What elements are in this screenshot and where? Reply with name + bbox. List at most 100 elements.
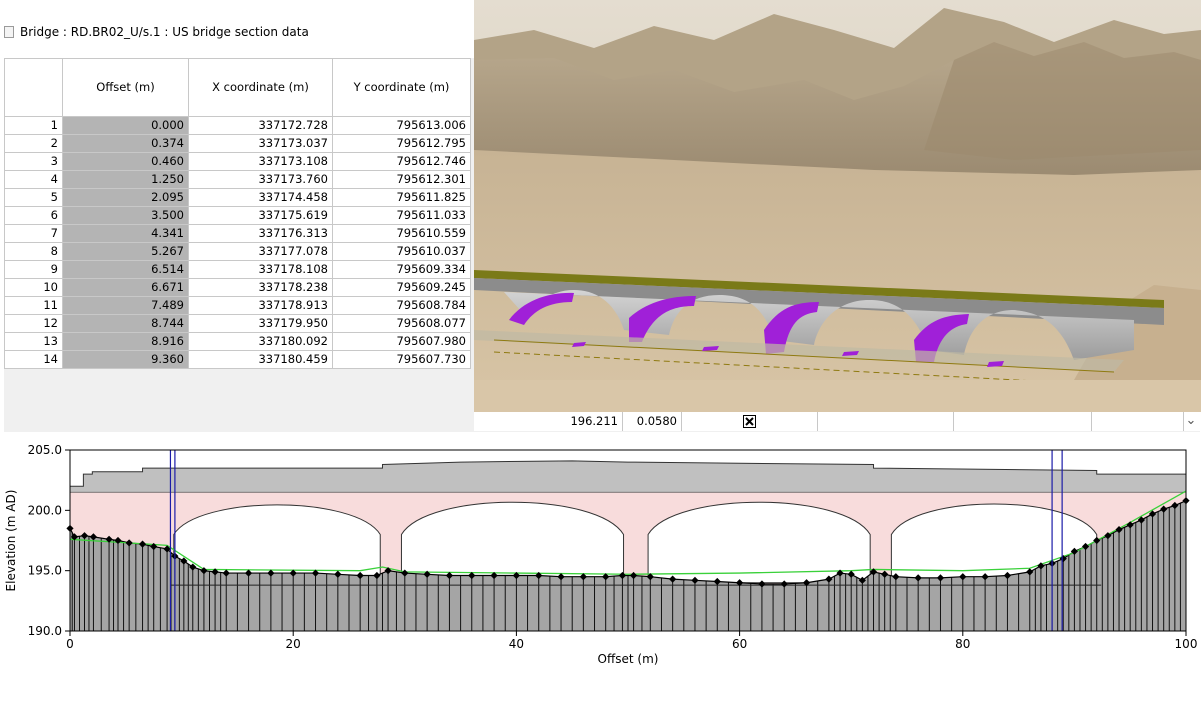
offset-cell[interactable]: 0.460	[62, 152, 189, 171]
row-index-cell[interactable]: 12	[4, 314, 63, 333]
ground-point-marker	[512, 571, 520, 580]
row-index-cell[interactable]: 8	[4, 242, 63, 261]
row-index-cell[interactable]: 6	[4, 206, 63, 225]
y-coordinate-cell[interactable]: 795612.746	[332, 152, 471, 171]
table-row[interactable]: 9 6.514 337178.108 795609.334	[4, 260, 471, 279]
row-index-header[interactable]	[4, 58, 63, 117]
y-coordinate-cell[interactable]: 795608.077	[332, 314, 471, 333]
offset-cell[interactable]: 4.341	[62, 224, 189, 243]
y-coordinate-cell[interactable]: 795612.795	[332, 134, 471, 153]
offset-cell[interactable]: 5.267	[62, 242, 189, 261]
y-coordinate-cell[interactable]: 795612.301	[332, 170, 471, 189]
x-coordinate-cell[interactable]: 337178.913	[188, 296, 333, 315]
row-index-cell[interactable]: 9	[4, 260, 63, 279]
x-coordinate-cell[interactable]: 337176.313	[188, 224, 333, 243]
x-tick-label: 100	[1175, 637, 1198, 651]
y-coordinate-cell[interactable]: 795613.006	[332, 116, 471, 135]
row-index-cell[interactable]: 7	[4, 224, 63, 243]
row-index-cell[interactable]: 13	[4, 332, 63, 351]
x-coordinate-cell[interactable]: 337180.092	[188, 332, 333, 351]
y-coordinate-cell[interactable]: 795610.037	[332, 242, 471, 261]
x-coordinate-cell[interactable]: 337178.238	[188, 278, 333, 297]
table-row[interactable]: 13 8.916 337180.092 795607.980	[4, 332, 471, 351]
y-coordinate-cell[interactable]: 795610.559	[332, 224, 471, 243]
x-coordinate-cell[interactable]: 337172.728	[188, 116, 333, 135]
table-row[interactable]: 2 0.374 337173.037 795612.795	[4, 134, 471, 153]
row-index-cell[interactable]: 3	[4, 152, 63, 171]
y-tick-label: 200.0	[28, 503, 62, 517]
table-row[interactable]: 14 9.360 337180.459 795607.730	[4, 350, 471, 369]
y-tick-label: 205.0	[28, 443, 62, 457]
offset-cell[interactable]: 0.000	[62, 116, 189, 135]
y-coordinate-cell[interactable]: 795607.980	[332, 332, 471, 351]
x-coordinate-cell[interactable]: 337173.760	[188, 170, 333, 189]
table-row[interactable]: 8 5.267 337177.078 795610.037	[4, 242, 471, 261]
checked-checkbox-icon[interactable]	[743, 415, 756, 428]
ground-point-marker	[163, 545, 171, 553]
y-coordinate-cell[interactable]: 795609.245	[332, 278, 471, 297]
empty-cell[interactable]	[818, 412, 954, 431]
x-coordinate-cell[interactable]: 337173.037	[188, 134, 333, 153]
offset-cell[interactable]: 6.671	[62, 278, 189, 297]
x-coordinate-cell[interactable]: 337177.078	[188, 242, 333, 261]
ground-point-marker	[1148, 510, 1157, 518]
table-row[interactable]: 5 2.095 337174.458 795611.825	[4, 188, 471, 207]
empty-cell[interactable]	[1092, 412, 1184, 431]
offset-cell[interactable]: 8.744	[62, 314, 189, 333]
bridge-3d-view[interactable]	[474, 0, 1201, 412]
offset-cell[interactable]: 8.916	[62, 332, 189, 351]
table-row[interactable]: 1 0.000 337172.728 795613.006	[4, 116, 471, 135]
ground-point-marker	[125, 539, 133, 547]
ground-point-marker	[646, 573, 654, 581]
y-coordinate-cell[interactable]: 795607.730	[332, 350, 471, 369]
row-index-cell[interactable]: 14	[4, 350, 63, 369]
x-coordinate-cell[interactable]: 337174.458	[188, 188, 333, 207]
table-row[interactable]: 7 4.341 337176.313 795610.559	[4, 224, 471, 243]
table-row[interactable]: 3 0.460 337173.108 795612.746	[4, 152, 471, 171]
table-row[interactable]: 10 6.671 337178.238 795609.245	[4, 278, 471, 297]
elevation-cell[interactable]: 196.211	[474, 412, 623, 431]
row-index-cell[interactable]: 11	[4, 296, 63, 315]
roughness-cell[interactable]: 0.0580	[623, 412, 682, 431]
table-row[interactable]: 12 8.744 337179.950 795608.077	[4, 314, 471, 333]
table-row[interactable]: 6 3.500 337175.619 795611.033	[4, 206, 471, 225]
row-index-cell[interactable]: 5	[4, 188, 63, 207]
row-index-cell[interactable]: 10	[4, 278, 63, 297]
river-bed-patch	[572, 342, 586, 347]
y-coordinate-column-header[interactable]: Y coordinate (m)	[332, 58, 471, 117]
offset-cell[interactable]: 9.360	[62, 350, 189, 369]
y-coordinate-cell[interactable]: 795609.334	[332, 260, 471, 279]
ground-point-marker	[557, 573, 565, 581]
empty-cell[interactable]	[954, 412, 1092, 431]
y-coordinate-cell[interactable]: 795608.784	[332, 296, 471, 315]
ground-point-marker	[1171, 501, 1179, 510]
x-tick-label: 0	[66, 637, 74, 651]
row-index-cell[interactable]: 1	[4, 116, 63, 135]
x-coordinate-cell[interactable]: 337179.950	[188, 314, 333, 333]
x-coordinate-cell[interactable]: 337178.108	[188, 260, 333, 279]
checkbox-cell[interactable]	[682, 412, 818, 431]
offset-cell[interactable]: 6.514	[62, 260, 189, 279]
long-section-chart[interactable]: 190.0 195.0 200.0 205.0 0 20 40 60 80 100 Offset (…	[0, 432, 1201, 709]
x-coordinate-cell[interactable]: 337175.619	[188, 206, 333, 225]
offset-cell[interactable]: 2.095	[62, 188, 189, 207]
offset-cell[interactable]: 0.374	[62, 134, 189, 153]
offset-cell[interactable]: 1.250	[62, 170, 189, 189]
offset-cell[interactable]: 7.489	[62, 296, 189, 315]
y-coordinate-cell[interactable]: 795611.033	[332, 206, 471, 225]
row-index-cell[interactable]: 4	[4, 170, 63, 189]
x-coordinate-cell[interactable]: 337173.108	[188, 152, 333, 171]
offset-cell[interactable]: 3.500	[62, 206, 189, 225]
row-index-cell[interactable]: 2	[4, 134, 63, 153]
table-row[interactable]: 4 1.250 337173.760 795612.301	[4, 170, 471, 189]
scroll-down-icon[interactable]: ⌄	[1185, 413, 1197, 428]
ground-point-marker	[936, 574, 945, 582]
x-tick-label: 20	[286, 637, 301, 651]
table-row[interactable]: 11 7.489 337178.913 795608.784	[4, 296, 471, 315]
offset-column-header[interactable]: Offset (m)	[62, 58, 189, 117]
ground-point-marker	[89, 533, 98, 541]
x-coordinate-column-header[interactable]: X coordinate (m)	[188, 58, 333, 117]
y-coordinate-cell[interactable]: 795611.825	[332, 188, 471, 207]
arch-opening	[400, 501, 625, 584]
x-coordinate-cell[interactable]: 337180.459	[188, 350, 333, 369]
